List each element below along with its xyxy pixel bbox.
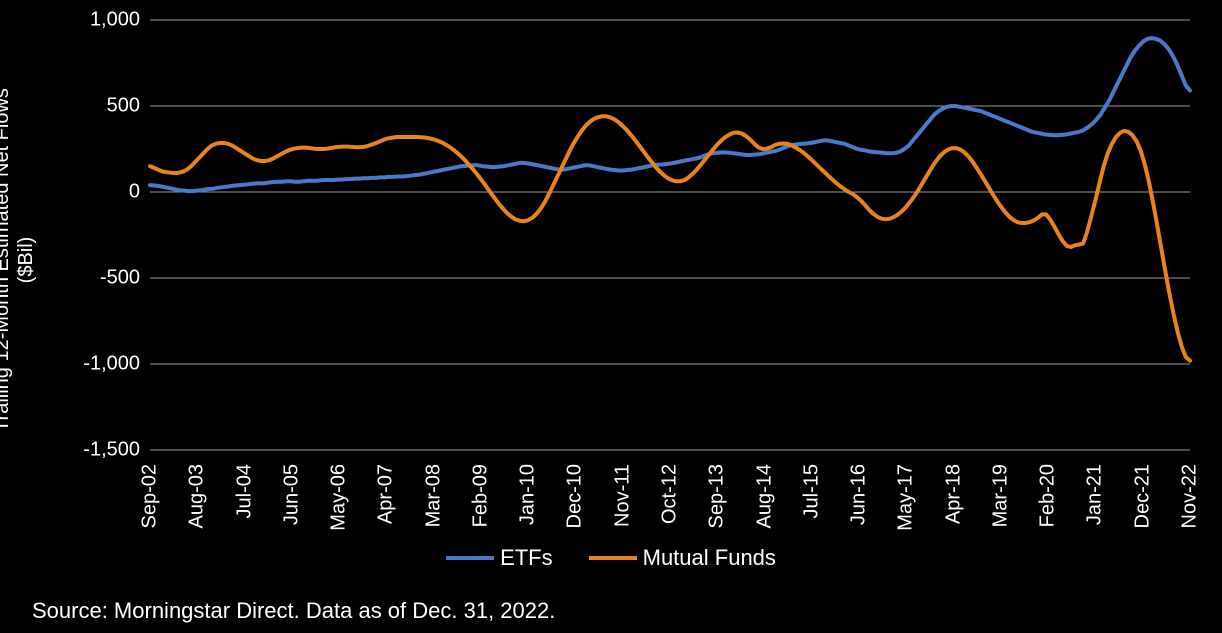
legend-label: Mutual Funds <box>643 545 776 571</box>
legend-item-mutual-funds: Mutual Funds <box>589 545 776 571</box>
legend-item-etfs: ETFs <box>446 545 553 571</box>
legend: ETFs Mutual Funds <box>0 540 1222 571</box>
source-text: Source: Morningstar Direct. Data as of D… <box>32 598 555 623</box>
legend-label: ETFs <box>500 545 553 571</box>
legend-swatch <box>446 556 494 560</box>
net-flows-chart: Trailing 12-Month Estimated Net Flows ($… <box>0 0 1222 633</box>
plot-area <box>0 0 1222 633</box>
series-etfs <box>150 38 1190 191</box>
source-attribution: Source: Morningstar Direct. Data as of D… <box>32 598 555 624</box>
series-mutual-funds <box>150 116 1190 360</box>
legend-swatch <box>589 556 637 560</box>
